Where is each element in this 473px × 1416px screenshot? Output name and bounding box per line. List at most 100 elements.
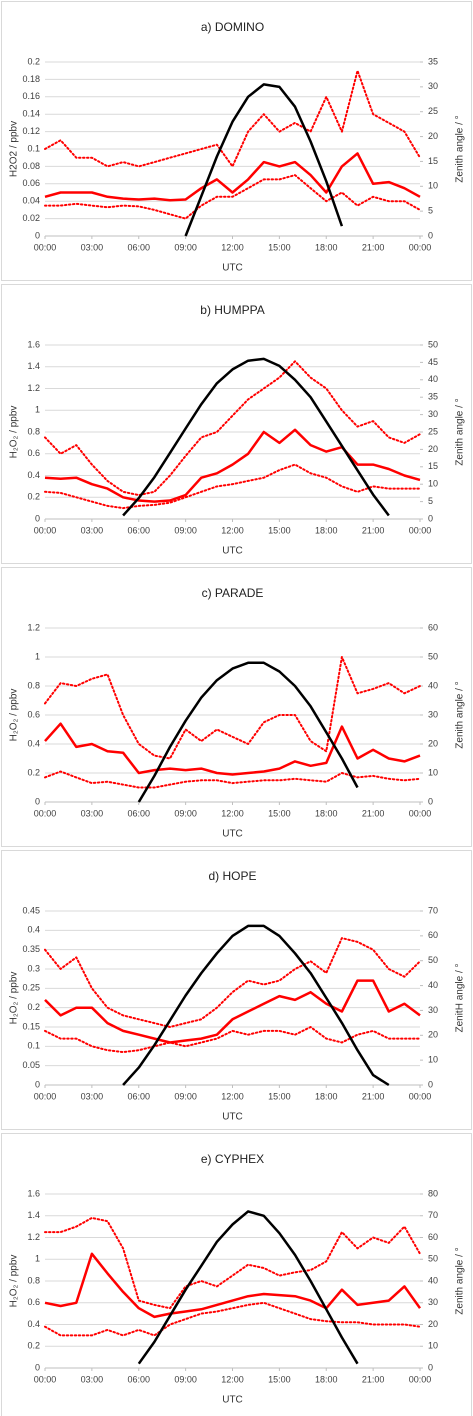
y2-tick-label: 5 (428, 206, 433, 216)
y2-tick-label: 35 (428, 392, 438, 402)
y2-tick-label: 60 (428, 622, 438, 632)
y2-tick-label: 20 (428, 738, 438, 748)
y-tick-label: 0.6 (27, 709, 40, 719)
y2-tick-label: 50 (428, 1254, 438, 1264)
x-tick-label: 00:00 (34, 1374, 57, 1384)
x-tick-label: 00:00 (409, 242, 432, 252)
y2-tick-label: 60 (428, 1232, 438, 1242)
x-axis-label: UTC (222, 1395, 243, 1406)
y2-axis-label: Zenith angle / ° (455, 1247, 466, 1314)
panel-frame (1, 1, 472, 281)
chart-title: c) PARADE (202, 586, 264, 600)
x-tick-label: 15:00 (268, 808, 291, 818)
y2-tick-label: 40 (428, 980, 438, 990)
range-line (44, 937, 421, 1028)
y-tick-label: 0.25 (22, 983, 40, 993)
y2-tick-label: 20 (428, 131, 438, 141)
y-axis-label: H₂O₂ / ppbv (9, 406, 20, 459)
y2-tick-label: 25 (428, 426, 438, 436)
y-tick-label: 0 (35, 796, 40, 806)
y-tick-label: 0.4 (27, 470, 40, 480)
angle-line (122, 357, 390, 517)
y2-tick-label: 0 (428, 796, 433, 806)
x-tick-label: 06:00 (127, 525, 150, 535)
x-tick-label: 12:00 (221, 525, 244, 535)
range-line (44, 69, 421, 168)
y2-tick-label: 30 (428, 1297, 438, 1307)
x-tick-label: 06:00 (127, 1374, 150, 1384)
y2-tick-label: 0 (428, 1079, 433, 1089)
chart-title: d) HOPE (208, 869, 256, 883)
median-line (44, 428, 421, 503)
y2-tick-label: 40 (428, 680, 438, 690)
y-tick-label: 0.4 (27, 925, 40, 935)
angle-line (184, 83, 344, 237)
x-tick-label: 21:00 (362, 1374, 385, 1384)
x-tick-label: 03:00 (81, 525, 104, 535)
y-tick-label: 1 (35, 1254, 40, 1264)
y2-tick-label: 40 (428, 374, 438, 384)
y-tick-label: 1.2 (27, 622, 40, 632)
y2-tick-label: 25 (428, 106, 438, 116)
y-tick-label: 0.45 (22, 905, 40, 915)
y-tick-label: 0 (35, 513, 40, 523)
y-tick-label: 0.2 (27, 492, 40, 502)
y-tick-label: 0.18 (22, 74, 40, 84)
y2-tick-label: 5 (428, 496, 433, 506)
x-tick-label: 15:00 (268, 242, 291, 252)
x-tick-label: 00:00 (409, 525, 432, 535)
y-tick-label: 0.15 (22, 1021, 40, 1031)
x-tick-label: 21:00 (362, 242, 385, 252)
range-line (44, 174, 421, 220)
y-tick-label: 0.08 (22, 161, 40, 171)
y-tick-label: 0.1 (27, 1041, 40, 1051)
y2-axis-label: Zenith angle / ° (455, 681, 466, 748)
y2-tick-label: 30 (428, 1005, 438, 1015)
y-tick-label: 0.8 (27, 680, 40, 690)
range-line (44, 360, 421, 497)
y2-axis-label: ZenitH angle / ° (455, 963, 466, 1032)
x-tick-label: 12:00 (221, 1374, 244, 1384)
y2-tick-label: 10 (428, 181, 438, 191)
x-tick-label: 18:00 (315, 808, 338, 818)
y-axis-label: H₂O₂ / ppbv (9, 972, 20, 1025)
y2-tick-label: 15 (428, 461, 438, 471)
y2-tick-label: 50 (428, 339, 438, 349)
y-axis-label: H₂O₂ / ppbv (9, 1255, 20, 1308)
y2-tick-label: 35 (428, 56, 438, 66)
angle-line (137, 661, 359, 803)
x-tick-label: 21:00 (362, 525, 385, 535)
y-tick-label: 0.6 (27, 448, 40, 458)
y-tick-label: 0 (35, 230, 40, 240)
x-tick-label: 09:00 (174, 525, 197, 535)
x-tick-label: 06:00 (127, 242, 150, 252)
x-tick-label: 21:00 (362, 808, 385, 818)
x-tick-label: 18:00 (315, 242, 338, 252)
x-tick-label: 12:00 (221, 808, 244, 818)
y2-tick-label: 30 (428, 709, 438, 719)
median-line (44, 722, 421, 776)
chart-title: b) HUMPPA (200, 303, 264, 317)
x-axis-label: UTC (222, 263, 243, 274)
y2-tick-label: 40 (428, 1275, 438, 1285)
y-axis-label: H₂O₂ / ppbv (9, 689, 20, 742)
angle-line (137, 1210, 359, 1365)
y-tick-label: 0.2 (27, 56, 40, 66)
y2-tick-label: 10 (428, 767, 438, 777)
x-axis-label: UTC (222, 546, 243, 557)
x-tick-label: 15:00 (268, 1374, 291, 1384)
y2-axis-label: Zenith angle / ° (455, 398, 466, 465)
x-tick-label: 18:00 (315, 1091, 338, 1101)
x-tick-label: 00:00 (34, 525, 57, 535)
y2-tick-label: 0 (428, 1362, 433, 1372)
y-tick-label: 1.4 (27, 1210, 40, 1220)
y-tick-label: 0.6 (27, 1297, 40, 1307)
y2-tick-label: 20 (428, 1319, 438, 1329)
y2-tick-label: 30 (428, 409, 438, 419)
x-tick-label: 03:00 (81, 1091, 104, 1101)
y-tick-label: 0.3 (27, 963, 40, 973)
range-line (44, 1026, 421, 1054)
y-tick-label: 1.2 (27, 383, 40, 393)
median-line (44, 1252, 422, 1319)
y-tick-label: 0.1 (27, 143, 40, 153)
